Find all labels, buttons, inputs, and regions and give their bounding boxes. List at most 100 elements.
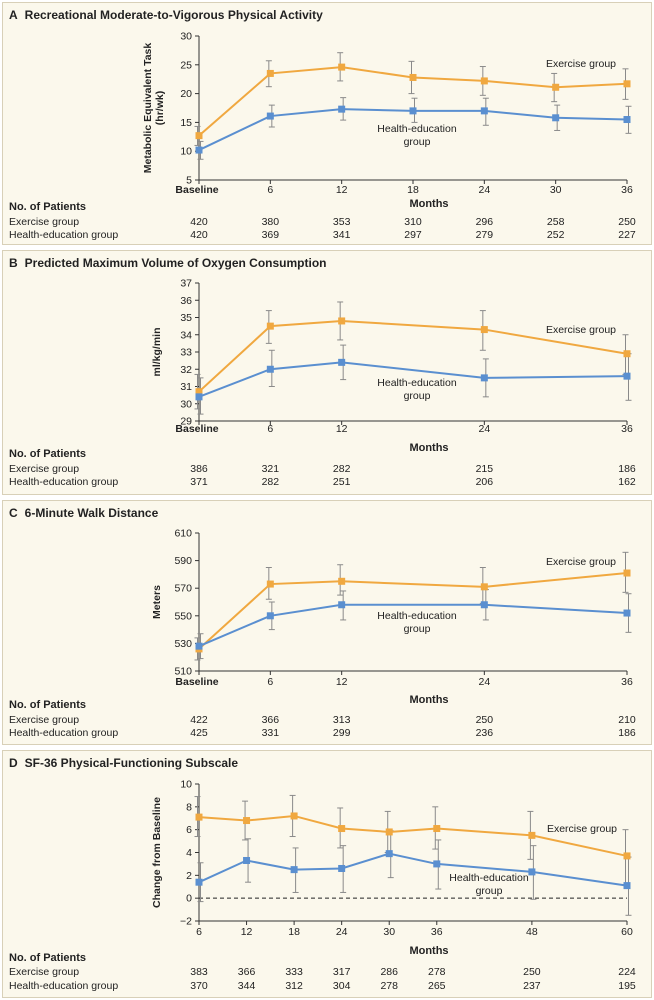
exercise-data-point [433,825,441,833]
exercise-patient-count: 278 [428,966,446,978]
health-data-point [409,107,417,115]
x-tick-label: Baseline [175,423,218,435]
y-tick-label: 15 [180,117,192,129]
health-data-point [623,372,631,380]
no-of-patients-label: No. of Patients [9,952,87,964]
health-row-label: Health-education group [9,980,119,992]
y-tick-label: 530 [174,638,192,650]
exercise-patient-count: 383 [190,966,208,978]
health-row-label: Health-education group [9,476,119,488]
panel-title-text: 6-Minute Walk Distance [24,506,159,520]
exercise-series-line [198,814,628,857]
exercise-data-point [338,825,346,833]
x-tick-label: 12 [336,184,348,196]
exercise-patient-count: 250 [475,714,494,726]
health-series-label-line: group [404,136,431,148]
y-axis-title-line: Metabolic Equivalent Task [142,43,154,174]
y-tick-label: 510 [174,666,192,678]
exercise-data-point [266,69,274,77]
chart-c: 510 530 550 570 590 610 Baseline 6 12 24 36 Months M… [151,528,633,707]
exercise-data-point [409,73,417,81]
panel-c: C 6-Minute Walk Distance 510 530 550 570 590 6… [2,500,652,745]
panel-a: A Recreational Moderate-to-Vigorous Physi… [2,2,652,245]
exercise-patient-count: 380 [261,216,280,228]
health-patient-count: 420 [190,229,208,241]
health-data-point [266,365,274,373]
health-data-point [195,393,203,401]
y-tick-label: 2 [186,870,192,882]
panel-letter: A [9,8,18,22]
x-tick-label: Baseline [175,184,218,196]
exercise-patient-count: 250 [523,966,541,978]
x-tick-label: 18 [288,926,300,938]
exercise-patient-count: 310 [404,216,422,228]
exercise-data-point [623,852,631,860]
panel-title-text: Recreational Moderate-to-Vigorous Physic… [24,8,323,22]
y-axis-title: Metabolic Equivalent Task(hr/wk) [142,43,166,174]
exercise-patient-count: 366 [237,966,256,978]
y-tick-label: 8 [186,801,192,813]
health-patient-count: 282 [261,476,280,488]
health-data-point [338,358,346,366]
exercise-data-point [266,322,274,330]
health-data-point [480,601,488,609]
y-tick-label: 610 [174,528,192,540]
panel-title: D SF-36 Physical-Functioning Subscale [9,756,238,770]
x-tick-label: 36 [431,926,443,938]
x-tick-label: 6 [267,423,273,435]
y-tick-label: 0 [186,893,192,905]
x-tick-label: 30 [550,184,562,196]
y-tick-label: 590 [174,555,192,567]
health-patient-count: 251 [332,476,351,488]
exercise-row-label: Exercise group [9,216,80,228]
exercise-series-label-line: Exercise group [546,58,616,70]
panel-title-text: SF-36 Physical-Functioning Subscale [24,756,239,770]
exercise-patient-count: 286 [380,966,398,978]
health-patient-count: 370 [190,980,208,992]
health-patient-count: 371 [190,476,208,488]
health-series-label-line: Health-education [377,610,457,622]
x-tick-label: 6 [267,676,273,688]
exercise-data-point [623,569,631,577]
exercise-patient-count: 317 [332,966,351,978]
y-axis-title-line: Change from Baseline [151,797,163,908]
health-data-point [623,116,631,124]
exercise-data-point [195,813,203,821]
exercise-data-point [266,580,274,588]
exercise-row-label: Exercise group [9,714,80,726]
health-patient-count: 425 [190,727,208,739]
health-data-point [290,866,298,874]
panel-title: C 6-Minute Walk Distance [9,506,158,520]
y-tick-label: 30 [180,398,192,410]
panel-d: D SF-36 Physical-Functioning Subscale −2 0… [2,750,652,998]
exercise-patient-count: 366 [261,714,280,726]
y-tick-label: 36 [180,295,192,307]
health-data-point [433,860,441,868]
health-data-point [480,107,488,115]
exercise-data-point [480,326,488,334]
exercise-series-label: Exercise group [547,823,617,835]
x-axis-title: Months [409,945,448,957]
panel-title: A Recreational Moderate-to-Vigorous Physi… [9,8,323,22]
panel-title: B Predicted Maximum Volume of Oxygen Cons… [9,256,327,270]
exercise-patient-count: 224 [618,966,636,978]
y-tick-label: 5 [186,175,192,187]
health-patient-count: 195 [618,980,636,992]
y-axis-title: Meters [151,585,163,619]
x-tick-label: 24 [336,926,348,938]
y-tick-label: 25 [180,59,192,71]
y-tick-label: 20 [180,88,192,100]
health-series-line [198,852,628,887]
health-data-point [623,882,631,890]
exercise-data-point [623,80,631,88]
no-of-patients-label: No. of Patients [9,201,87,213]
health-patient-count: 162 [618,476,636,488]
health-series-label: Health-education group [449,872,529,897]
health-patient-count: 186 [618,727,636,739]
y-axis-title-line: ml/kg/min [151,327,163,376]
y-tick-label: 35 [180,312,192,324]
x-tick-label: 24 [478,676,490,688]
health-data-point [195,146,203,154]
health-series-label-line: Health-education [377,123,457,135]
health-data-point [528,868,536,876]
